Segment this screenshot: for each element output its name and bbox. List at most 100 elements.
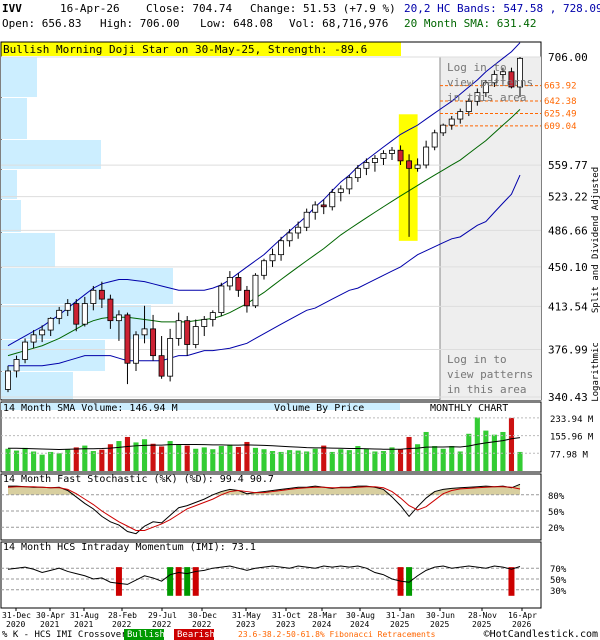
volume-bar [500, 431, 506, 471]
volume-bar [346, 450, 352, 471]
open-value: Open: 656.83 [2, 17, 81, 30]
volume-bar [90, 451, 96, 471]
candle-body [226, 277, 233, 287]
date-tick-label: 28-Nov [468, 611, 497, 620]
crossover-marker-bearish [115, 567, 122, 596]
volume-bar [210, 449, 216, 471]
candle-body [508, 71, 515, 88]
candle-body [184, 320, 191, 345]
candle-body [465, 100, 472, 112]
volume-bar [295, 450, 301, 471]
volume-sma-line [8, 437, 521, 450]
crossover-marker-bearish [192, 567, 199, 596]
date-tick-label: 29-Jul [148, 611, 177, 620]
site-credit[interactable]: ©HotCandlestick.com [484, 629, 598, 640]
crossover-marker-bullish [406, 567, 413, 596]
candle-body [192, 326, 199, 345]
stochastic-k-line [8, 483, 521, 535]
volume-bar [287, 450, 293, 471]
volume-by-price-bar [1, 200, 21, 232]
svg-text:Log in to: Log in to [447, 353, 507, 366]
band-line-middle [7, 108, 521, 357]
date-tick-label: 30-Apr [36, 611, 65, 620]
candle-body [56, 309, 63, 319]
candle-body [124, 314, 131, 364]
candle-body [491, 74, 498, 84]
candle-body [243, 289, 250, 307]
imi-tick-label: 70% [550, 565, 567, 575]
volume-bar [338, 449, 344, 471]
date-tick-year: 2023 [276, 620, 295, 629]
volume-bar [397, 449, 404, 471]
fibonacci-legend: 23.6-38.2-50-61.8% Fibonacci Retracement… [238, 630, 436, 639]
volume-bar [415, 444, 421, 471]
volume-bar [372, 451, 378, 471]
candle-body [517, 57, 523, 88]
price-tick-label: 340.43 [548, 391, 588, 404]
volume-bar [252, 447, 259, 471]
volume-tick-label: 155.96 M [550, 433, 594, 443]
crossover-marker-bearish [175, 567, 182, 596]
date-tick-year: 2025 [390, 620, 409, 629]
candle-body [423, 146, 430, 166]
candle-body [158, 355, 165, 377]
price-tick-label: 376.99 [548, 343, 588, 356]
date-tick-label: 30-Aug [346, 611, 375, 620]
date-tick-year: 2025 [472, 620, 491, 629]
stochastic-panel-frame [0, 473, 542, 541]
login-prompt-top[interactable]: Log in to view patterns in this area [447, 61, 533, 104]
bands-legend: 20,2 HC Bands: 547.58 , 728.09 [404, 2, 600, 15]
candle-body [141, 328, 148, 336]
stochastic-d-line [7, 486, 521, 531]
volume-bar [355, 446, 361, 471]
candle-body [269, 254, 276, 262]
date-tick-year: 2021 [74, 620, 93, 629]
date-tick-year: 2022 [152, 620, 171, 629]
imi-tick-label: 50% [550, 576, 567, 586]
volume-bar [193, 448, 199, 471]
candle-body [107, 298, 114, 322]
volume-bar [389, 447, 395, 471]
date-tick-label: 31-Dec [2, 611, 31, 620]
volume-tick-label: 233.94 M [550, 415, 594, 425]
high-value: High: 706.00 [100, 17, 179, 30]
bearish-swatch [174, 629, 214, 640]
login-prompt-bottom[interactable]: Log in to view patterns in this area [447, 353, 533, 396]
volume-sma-label: 14 Month SMA Volume: 146.94 M [3, 403, 178, 414]
candle-body [201, 319, 208, 327]
candle-body [389, 149, 395, 154]
pattern-label: Bullish Morning Doji Star on 30-May-25, … [3, 43, 367, 56]
date: 16-Apr-26 [60, 2, 120, 15]
volume-bar [423, 431, 429, 471]
volume-bar [218, 446, 224, 471]
volume-bar [466, 433, 472, 471]
fibonacci-label: 609.04 [544, 122, 577, 132]
stochastic-tick-label: 50% [548, 508, 565, 518]
volume-bar [99, 449, 105, 471]
candle-body [312, 204, 319, 213]
price-tick-label: 559.77 [548, 159, 588, 172]
candle-body [397, 149, 404, 162]
candle-body [73, 303, 80, 325]
candle-body [440, 124, 447, 134]
volume-bar [269, 451, 276, 471]
symbol: IVV [2, 2, 22, 15]
imi-panel-frame [0, 541, 542, 609]
candle-body [252, 274, 259, 307]
pattern-area [440, 57, 541, 400]
bearish-legend: Bearish [177, 630, 215, 640]
volume-bar [508, 417, 515, 471]
candle-body [286, 232, 293, 242]
volume-by-price-label: Volume By Price [274, 403, 364, 414]
volume-bar [432, 446, 438, 471]
price-tick-label: 706.00 [548, 51, 588, 64]
axis-title-log: Logarithmic [591, 342, 600, 402]
date-tick-year: 2024 [350, 620, 369, 629]
candle-body [39, 329, 46, 336]
date-tick-label: 31-Jan [386, 611, 415, 620]
pattern-banner [1, 42, 401, 56]
volume-bar [227, 444, 233, 471]
candle-body [90, 289, 97, 304]
low-value: Low: 648.08 [200, 17, 273, 30]
volume-bar [65, 449, 71, 471]
